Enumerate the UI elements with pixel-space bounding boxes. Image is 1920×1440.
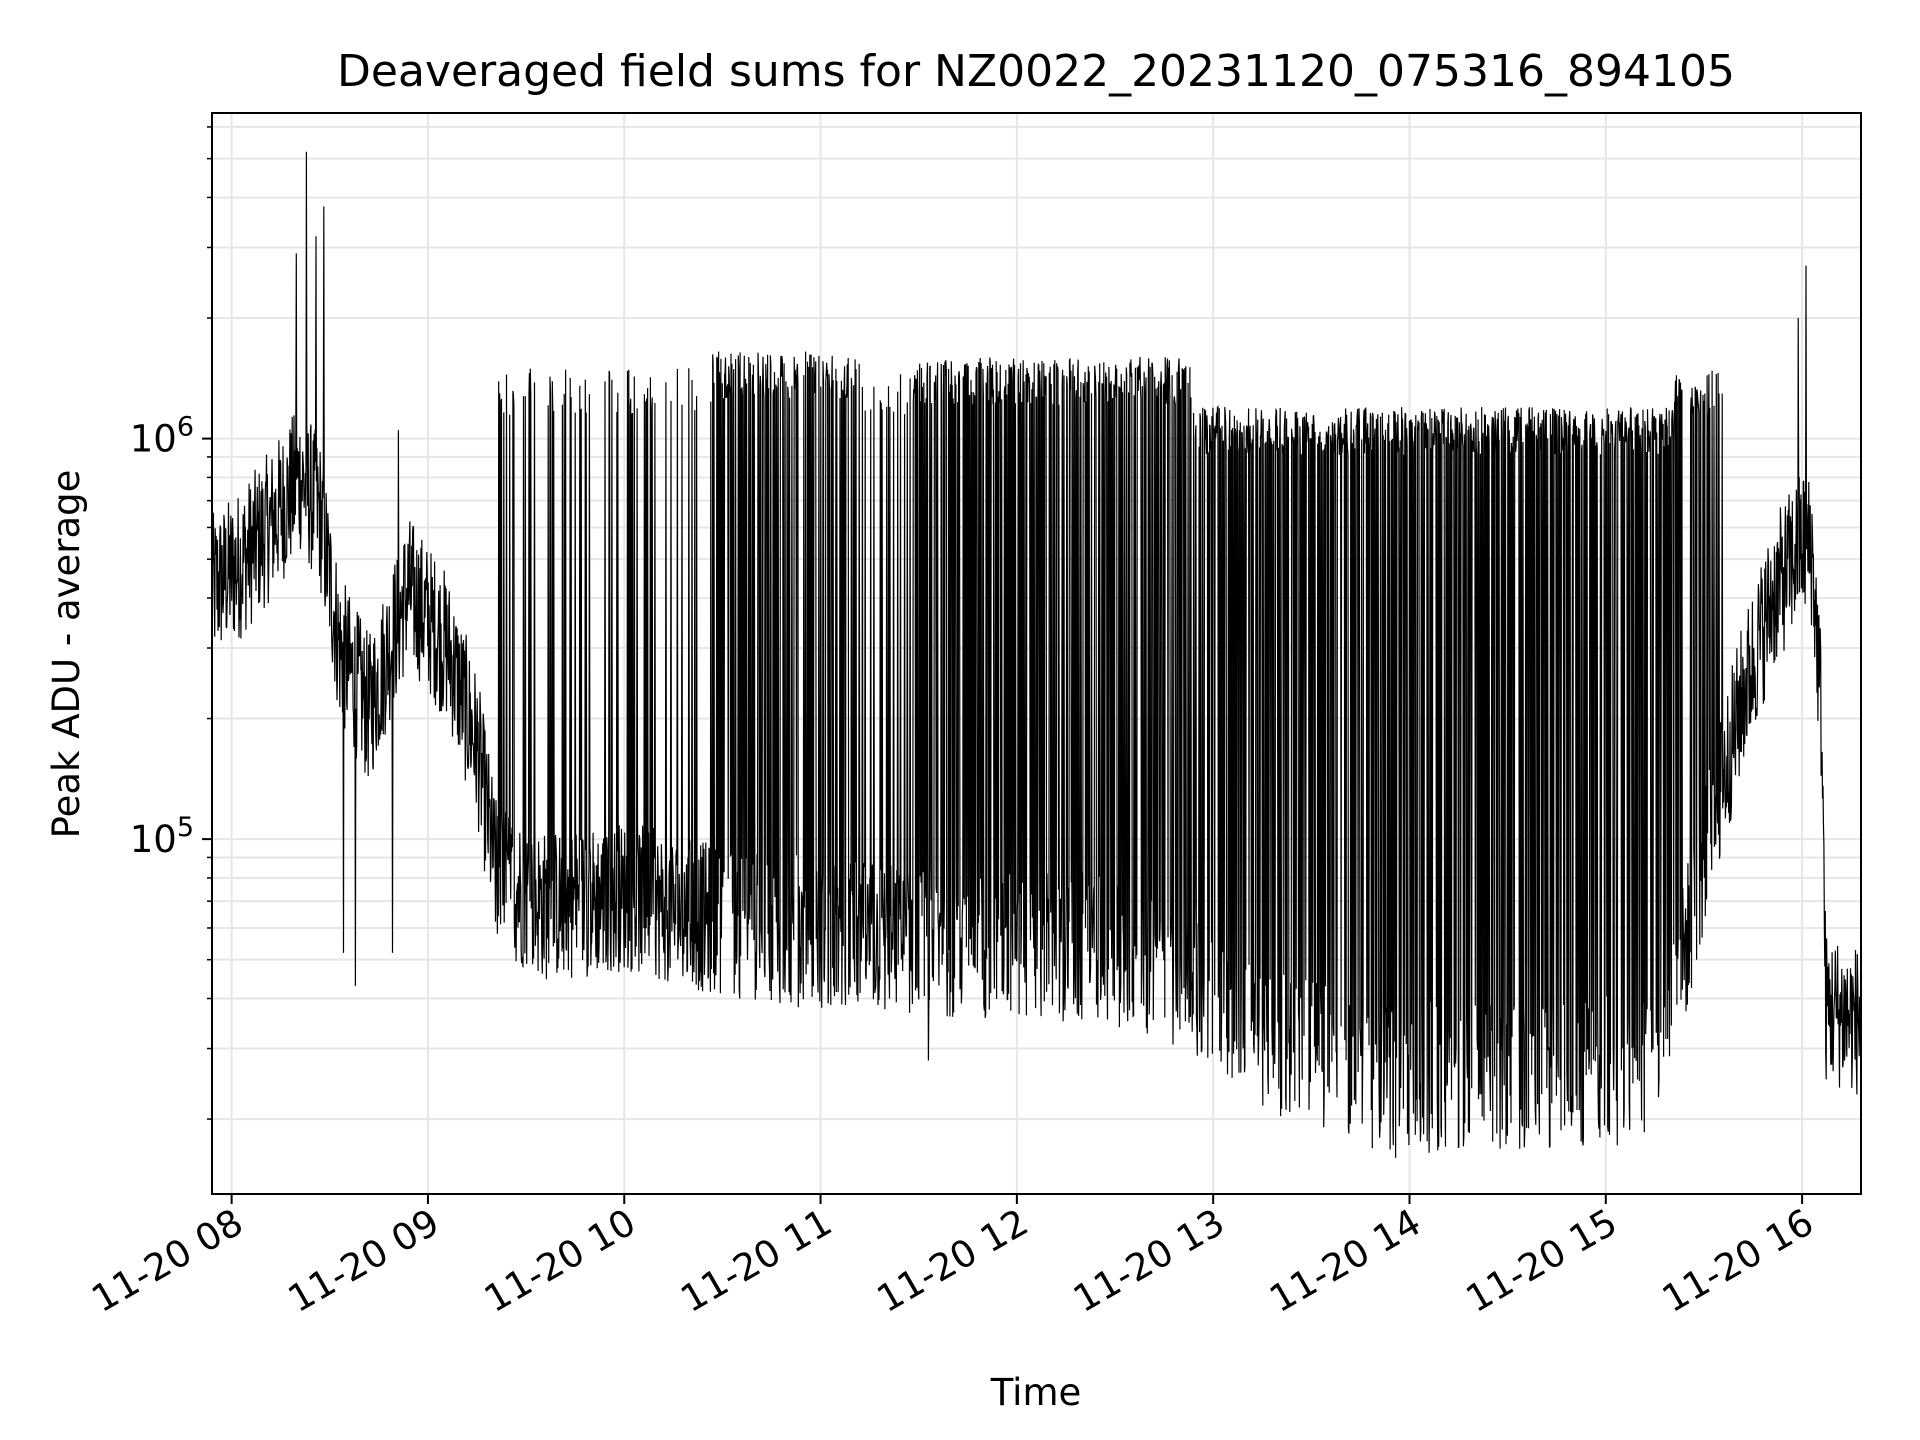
y-tick-label: 106 — [130, 412, 194, 461]
plot-frame — [211, 112, 1862, 1195]
chart-title: Deaveraged field sums for NZ0022_2023112… — [337, 46, 1735, 97]
axis-ticks — [202, 126, 1804, 1204]
series-line — [212, 151, 1861, 1158]
y-axis-label: Peak ADU - average — [45, 470, 88, 839]
x-axis-label: Time — [990, 1371, 1082, 1414]
y-tick-labels: 105 106 — [130, 412, 194, 862]
y-tick-label: 105 — [130, 812, 194, 861]
